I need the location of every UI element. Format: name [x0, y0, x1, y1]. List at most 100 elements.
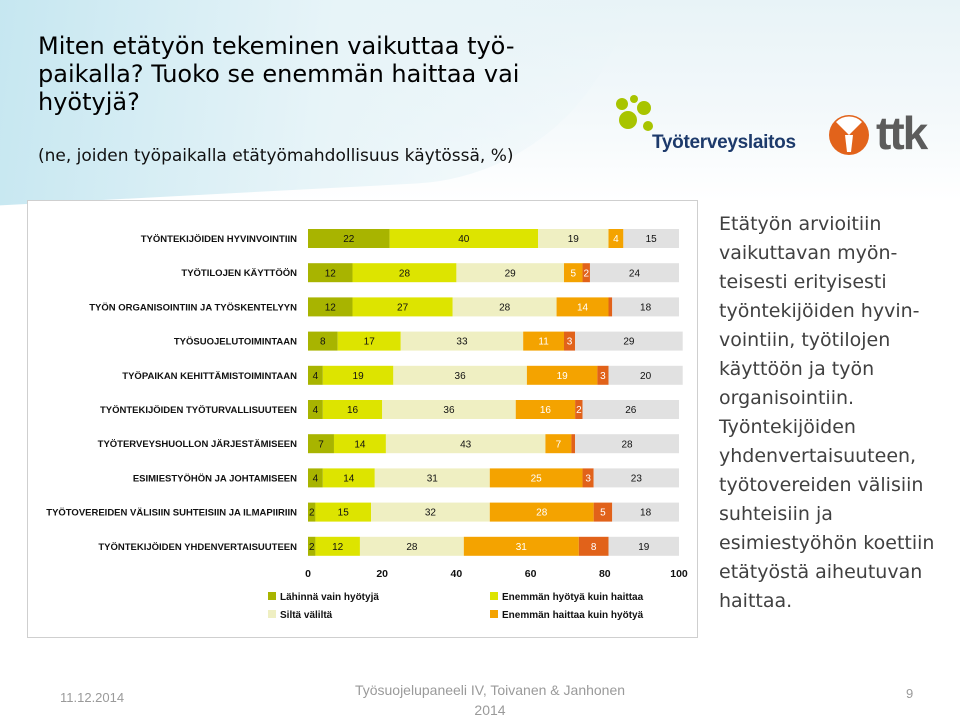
- bar-segment: [608, 536, 679, 556]
- legend-label: Siltä väliltä: [280, 610, 333, 621]
- bar-segment: [538, 229, 609, 248]
- tyoterveyslaitos-mark-icon: [616, 95, 653, 131]
- bar-segment: [571, 434, 576, 454]
- bar-segment: [575, 400, 583, 419]
- bar-segment: [452, 297, 557, 317]
- data-label: 7: [556, 439, 562, 450]
- chart-canvas: TYÖNTEKIJÖIDEN HYVINVOINTIIN 22 40 19 4 15TYÖ…: [46, 229, 688, 621]
- bar-segment: [322, 365, 394, 385]
- data-label: 2: [576, 405, 582, 416]
- bar-segment: [575, 331, 683, 351]
- bar-segment: [352, 263, 457, 283]
- x-tick-label: 0: [305, 568, 311, 580]
- bar-segment: [308, 536, 316, 556]
- category-label: TYÖSUOJELUTOIMINTAAN: [174, 337, 297, 348]
- ttk-logo: ttk: [826, 107, 950, 160]
- data-label: 40: [458, 234, 470, 245]
- bar-segment: [563, 331, 576, 351]
- data-label: 15: [338, 508, 350, 519]
- ttk-emblem-icon: [829, 115, 869, 155]
- category-label: TYÖN ORGANISOINTIIN JA TYÖSKENTELYYN: [89, 302, 297, 313]
- slide-title: Miten etätyön tekeminen vaikuttaa työ-pa…: [38, 32, 520, 116]
- bar-segment: [608, 297, 613, 317]
- bar-segment: [556, 297, 609, 317]
- data-label: 23: [631, 474, 643, 485]
- data-label: 20: [640, 371, 652, 382]
- bar-segment: [400, 331, 524, 351]
- side-commentary: Etätyön arvioitiin vaikuttavan myön-teis…: [719, 213, 935, 612]
- data-label: 29: [505, 268, 517, 279]
- x-tick-label: 60: [525, 568, 537, 580]
- data-label: 36: [455, 371, 467, 382]
- data-label: 17: [364, 337, 376, 348]
- bar-segment: [612, 502, 679, 522]
- bar-segment: [489, 468, 583, 488]
- data-label: 28: [499, 303, 511, 314]
- data-label: 16: [540, 405, 552, 416]
- tyoterveyslaitos-logo: Työterveyslaitos: [612, 94, 812, 160]
- data-label: 26: [625, 405, 637, 416]
- data-label: 25: [531, 474, 543, 485]
- data-label: 4: [313, 371, 319, 382]
- legend-swatch: [268, 592, 276, 600]
- data-label: 29: [623, 337, 635, 348]
- bar-segment: [393, 365, 527, 385]
- data-label: 2: [309, 542, 315, 553]
- data-label: 8: [320, 337, 326, 348]
- category-label: ESIMIESTYÖHÖN JA JOHTAMISEEN: [133, 473, 297, 484]
- bar-segment: [308, 468, 323, 488]
- bar-segment: [359, 536, 464, 556]
- bar-segment: [333, 434, 386, 454]
- data-label: 3: [567, 337, 573, 348]
- data-label: 28: [621, 439, 633, 450]
- data-label: 14: [343, 474, 355, 485]
- data-label: 24: [629, 268, 641, 279]
- category-label: TYÖPAIKAN KEHITTÄMISTOIMINTAAN: [122, 371, 297, 382]
- bar-segment: [515, 400, 576, 419]
- bar-segment: [593, 468, 679, 488]
- bar-segment: [612, 297, 679, 317]
- x-tick-label: 40: [451, 568, 463, 580]
- data-label: 2: [309, 508, 315, 519]
- bar-segment: [308, 365, 323, 385]
- data-label: 15: [646, 234, 658, 245]
- data-label: 19: [353, 371, 365, 382]
- bar-segment: [382, 400, 516, 419]
- bar-segment: [371, 502, 490, 522]
- footer-source: Työsuojelupaneeli IV, Toivanen & Janhone…: [354, 682, 626, 718]
- data-label: 31: [516, 542, 528, 553]
- legend-label: Lähinnä vain hyötyjä: [280, 592, 379, 603]
- bar-segment: [623, 229, 679, 248]
- x-tick-label: 100: [670, 568, 688, 580]
- x-tick-label: 80: [599, 568, 611, 580]
- bar-segment: [582, 400, 679, 419]
- data-label: 28: [536, 508, 548, 519]
- page-number: 9: [906, 686, 914, 701]
- bar-segment: [582, 263, 590, 283]
- data-label: 14: [354, 439, 366, 450]
- data-label: 5: [600, 508, 606, 519]
- category-label: TYÖNTEKIJÖIDEN TYÖTURVALLISUUTEEN: [100, 405, 297, 416]
- slide-subtitle: (ne, joiden työpaikalla etätyömahdollisu…: [38, 146, 514, 166]
- data-label: 4: [313, 405, 319, 416]
- bar-segment: [608, 229, 624, 248]
- tyoterveyslaitos-wordmark: Työterveyslaitos: [652, 132, 796, 153]
- data-label: 16: [347, 405, 359, 416]
- bar-segment: [308, 331, 338, 351]
- bar-segment: [489, 502, 594, 522]
- bar-segment: [308, 297, 353, 317]
- data-label: 12: [325, 268, 337, 279]
- x-tick-label: 20: [376, 568, 388, 580]
- bar-segment: [589, 263, 679, 283]
- data-label: 3: [600, 371, 606, 382]
- bar-segment: [463, 536, 579, 556]
- bar-segment: [308, 400, 323, 419]
- legend-swatch: [490, 592, 498, 600]
- bar-segment: [597, 365, 609, 385]
- data-label: 36: [443, 405, 455, 416]
- bar-segment: [582, 468, 594, 488]
- bar-segment: [593, 502, 613, 522]
- bar-segment: [545, 434, 572, 454]
- data-label: 43: [460, 439, 472, 450]
- category-label: TYÖTOVEREIDEN VÄLISIIN SUHTEISIIN JA ILM…: [46, 508, 297, 519]
